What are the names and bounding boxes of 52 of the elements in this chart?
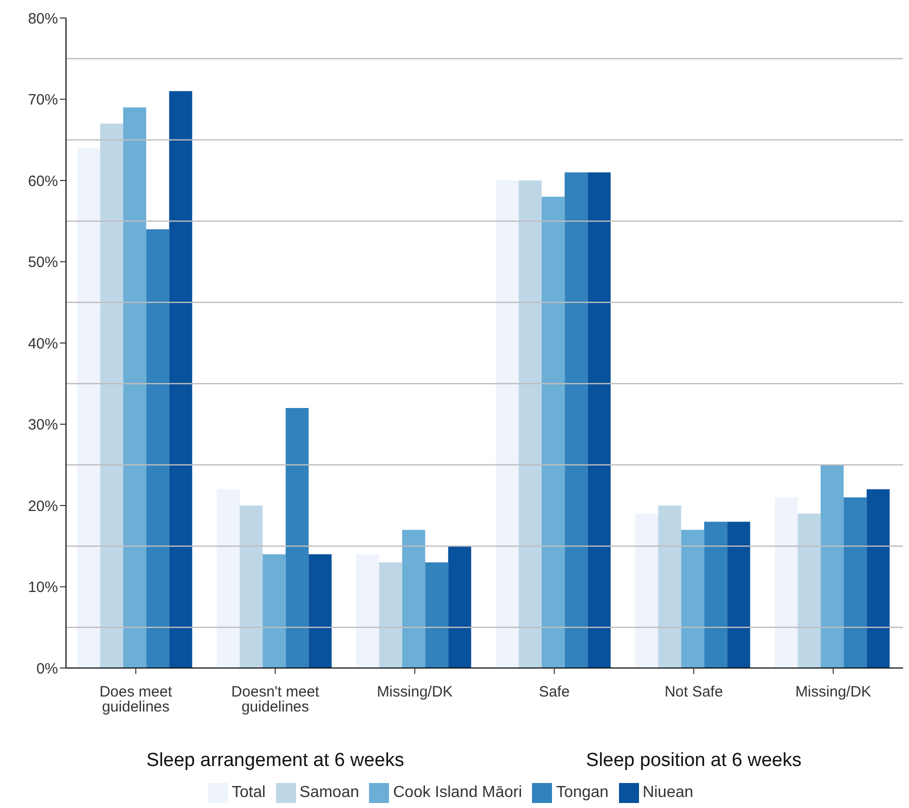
y-tick-label: 50% [28,254,58,272]
legend-label: Niuean [642,784,694,802]
x-tick-label: Does meet guidelines [99,684,173,716]
bar [262,554,286,668]
y-tick-label: 10% [28,579,58,596]
bar [542,196,565,668]
x-tick-label: Not Safe [664,684,723,701]
bar [496,180,519,668]
bar [169,91,192,668]
y-tick-label: 80% [28,10,58,28]
x-tick-label: Missing/DK [795,684,872,701]
bar [216,489,240,668]
text: Sleep position at 6 weeks [586,750,802,771]
bar [123,107,146,668]
bar [379,562,402,668]
x-tick-label: Safe [538,684,570,701]
bar [635,514,658,668]
bar [681,530,704,668]
bar [844,497,867,668]
bar [240,506,263,668]
bar [774,497,798,668]
y-tick-label: 20% [28,498,58,515]
x-tick-label: Doesn't meet guidelines [231,684,320,716]
bar [100,124,124,668]
legend-label: Tongan [556,784,609,802]
y-tick-label: 40% [28,335,58,352]
bar [356,554,380,668]
bar [308,554,332,668]
bar [402,530,426,668]
bar [425,562,448,668]
bar [658,506,682,668]
legend-label: Total [232,784,266,802]
bar [518,180,542,668]
bar [727,522,750,668]
bar [448,546,472,668]
bar [77,148,100,668]
legend-label: Samoan [300,784,360,802]
y-tick-label: 60% [28,172,58,190]
bar [564,172,588,668]
y-tick-label: 30% [28,416,58,434]
bar [798,514,821,668]
bar [820,464,844,668]
bar [286,408,309,668]
y-tick-label: 70% [28,92,58,109]
legend-label: Cook Island Māori [393,784,522,802]
bar [588,172,611,668]
bar [866,489,890,668]
bar [704,522,728,668]
bar [146,229,170,668]
text: Sleep arrangement at 6 weeks [146,750,404,771]
y-tick-label: 0% [36,660,58,678]
x-tick-label: Missing/DK [376,684,453,701]
